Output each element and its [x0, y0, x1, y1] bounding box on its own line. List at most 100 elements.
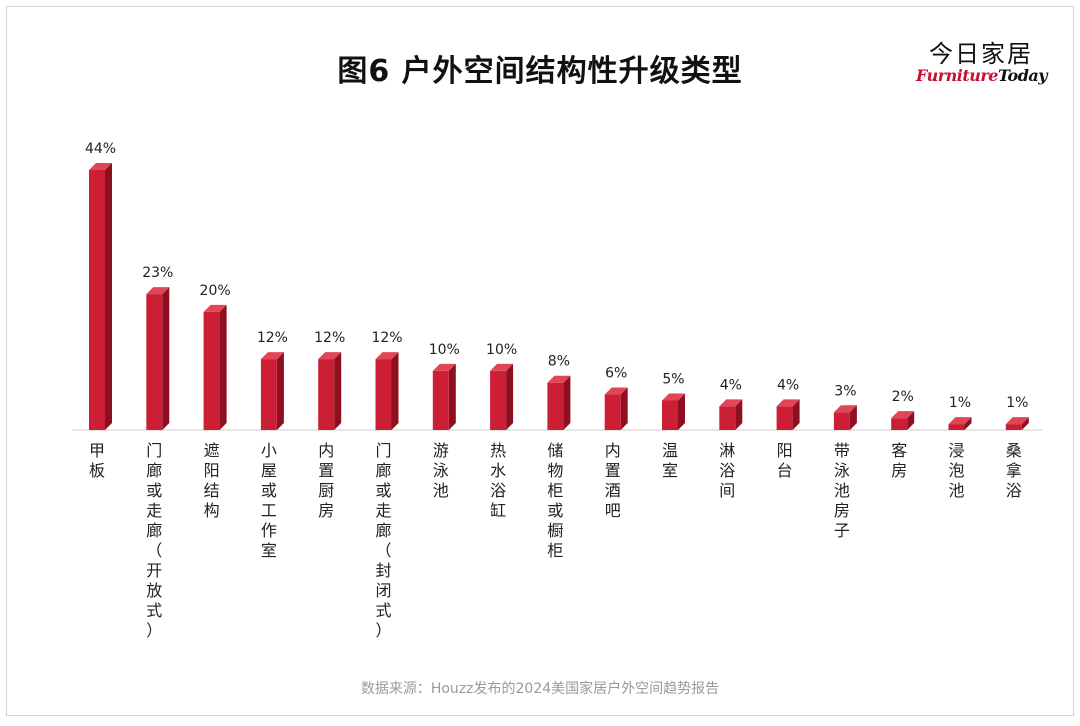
chart-title: 图6 户外空间结构性升级类型 — [337, 54, 743, 89]
category-label: 浸泡池 — [948, 441, 964, 500]
category-label-char: 廊 — [375, 461, 391, 480]
category-label-char: 桑 — [1006, 441, 1022, 460]
category-label-char: 台 — [777, 461, 793, 480]
bar — [891, 418, 908, 430]
bar-side — [620, 387, 628, 430]
category-label-char: 阳 — [204, 461, 220, 480]
data-label: 12% — [257, 330, 288, 346]
bar-side — [448, 363, 456, 430]
data-label: 2% — [892, 389, 914, 405]
bar — [260, 359, 277, 430]
bar — [662, 400, 678, 430]
category-label-char: 泳 — [433, 461, 449, 480]
category-label-char: 门 — [375, 441, 391, 460]
category-label-char: （ — [375, 541, 391, 560]
bar — [203, 311, 220, 430]
bar-side — [506, 363, 514, 430]
category-label: 内置酒吧 — [605, 441, 621, 520]
category-label-char: 内 — [605, 441, 621, 460]
category-label: 遮阳结构 — [204, 441, 220, 520]
category-label-char: 储 — [547, 441, 563, 460]
bar-top — [719, 399, 743, 407]
data-label: 44% — [85, 141, 116, 157]
category-label: 热水浴缸 — [490, 441, 506, 520]
category-label: 客房 — [891, 441, 907, 480]
bar-side — [678, 393, 685, 430]
category-label-char: 浴 — [1006, 481, 1022, 500]
bar-side — [907, 411, 915, 430]
bar — [432, 370, 449, 430]
category-label-char: 泳 — [834, 461, 850, 480]
category-label-char: 作 — [261, 521, 277, 540]
data-label: 10% — [486, 342, 517, 358]
category-label-char: 泡 — [948, 461, 964, 480]
category-label-char: 置 — [605, 461, 621, 480]
bar-top — [203, 304, 227, 312]
bar-side — [964, 417, 972, 430]
data-label: 23% — [142, 265, 173, 281]
data-label: 6% — [605, 366, 627, 382]
bar — [719, 406, 736, 430]
bar-top — [1005, 417, 1029, 425]
category-label-char: （ — [146, 541, 162, 560]
category-label-char: 池 — [834, 481, 850, 500]
category-label-char: 门 — [146, 441, 162, 460]
bar-side — [792, 399, 800, 430]
category-label-char: 构 — [204, 501, 220, 520]
category-label-char: 橱 — [547, 521, 563, 540]
data-label: 4% — [777, 377, 799, 393]
data-label: 4% — [720, 377, 742, 393]
category-label-char: 热 — [490, 441, 506, 460]
category-label: 淋浴间 — [719, 441, 735, 500]
data-label: 1% — [949, 395, 971, 411]
bar-top — [604, 387, 628, 395]
category-label-char: 走 — [375, 501, 391, 520]
category-label: 桑拿浴 — [1006, 441, 1022, 500]
category-label-char: 池 — [948, 481, 964, 500]
bar — [1005, 424, 1022, 430]
data-label: 20% — [200, 283, 231, 299]
bar-top — [260, 352, 284, 360]
category-label-char: 内 — [318, 441, 334, 460]
data-source-note: 数据来源：Houzz发布的2024美国家居户外空间趋势报告 — [360, 681, 720, 697]
bar-top — [891, 411, 915, 419]
category-label-char: 走 — [146, 501, 162, 520]
category-label: 阳台 — [777, 441, 793, 480]
category-label-char: 游 — [433, 441, 449, 460]
bar-side — [105, 163, 112, 430]
brand-logo-en-part2: Today — [997, 66, 1048, 85]
category-label-char: 房 — [834, 501, 850, 520]
bar-top — [833, 405, 857, 413]
category-label-char: 缸 — [490, 501, 506, 520]
bar-top — [89, 163, 112, 170]
data-label: 12% — [371, 330, 402, 346]
category-label-char: 浴 — [490, 481, 506, 500]
bar-side — [219, 304, 227, 430]
category-label-char: 屋 — [261, 461, 277, 480]
data-label: 3% — [834, 383, 856, 399]
category-label-char: 温 — [662, 441, 678, 460]
category-label-char: ） — [146, 621, 162, 640]
category-label-char: 房 — [891, 461, 907, 480]
bar-top — [432, 363, 456, 371]
category-label-char: 封 — [375, 561, 391, 580]
brand-logo-en-part1: Furniture — [916, 66, 998, 85]
bar — [604, 394, 621, 430]
category-label-char: 间 — [719, 481, 735, 500]
bar-side — [1021, 417, 1029, 430]
bar — [375, 359, 392, 430]
bar — [547, 382, 564, 430]
data-label: 8% — [548, 354, 570, 370]
category-label-char: 或 — [375, 481, 391, 500]
category-label-char: 阳 — [777, 441, 793, 460]
category-label: 储物柜或橱柜 — [547, 441, 563, 560]
category-label-char: 放 — [146, 581, 162, 600]
category-label-char: 池 — [433, 481, 449, 500]
category-label-char: 拿 — [1006, 461, 1022, 480]
bar-top — [318, 352, 342, 360]
category-label-char: 廊 — [146, 461, 162, 480]
bar-top — [547, 375, 571, 383]
category-label: 甲板 — [89, 441, 105, 480]
category-label-char: 淋 — [719, 441, 735, 460]
